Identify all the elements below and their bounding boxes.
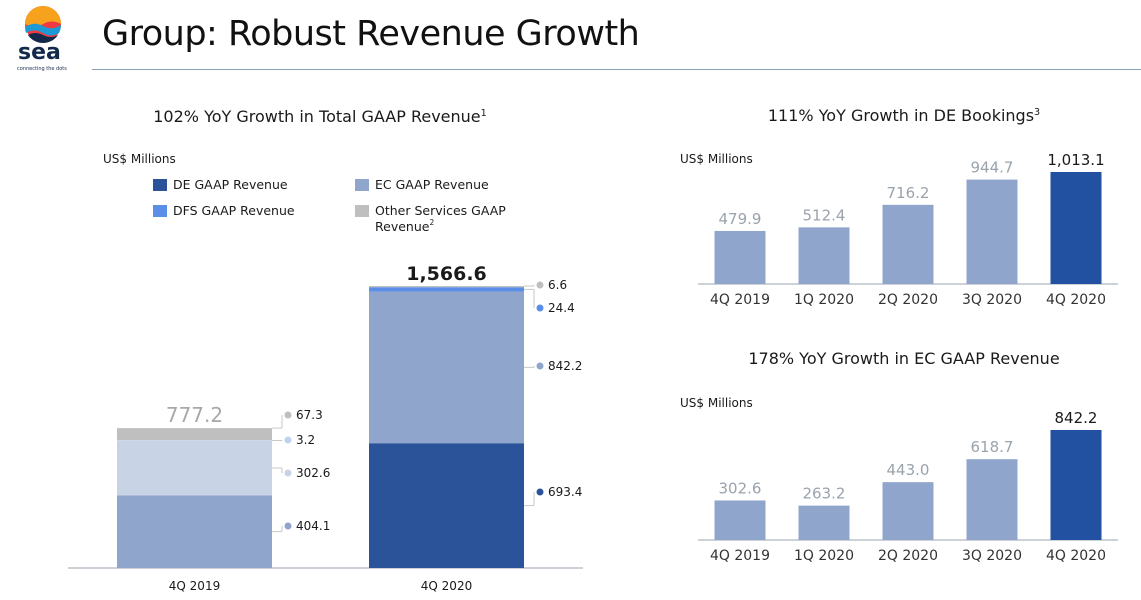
de-bookings-bar: [966, 179, 1018, 284]
ec-revenue-data-label: 618.7: [971, 438, 1014, 456]
de-bookings-unit-label: US$ Millions: [680, 152, 753, 166]
segment-value-label: 3.2: [296, 433, 315, 447]
logo-tagline: connecting the dots: [17, 66, 67, 72]
ec-revenue-bar: [966, 459, 1018, 540]
logo-wordmark: sea: [18, 40, 61, 65]
ec-revenue-bar: [714, 500, 766, 540]
ec-revenue-category-label: 4Q 2019: [710, 548, 770, 564]
ec-revenue-unit-label: US$ Millions: [680, 396, 753, 410]
legend-swatch: [355, 205, 369, 217]
stack-segment: [369, 443, 524, 568]
callout-dot: [284, 522, 292, 530]
stack-category-label: 4Q 2020: [421, 579, 472, 593]
de-bookings-category-label: 3Q 2020: [962, 292, 1022, 308]
stacked-chart-title: 102% YoY Growth in Total GAAP Revenue1: [153, 107, 487, 126]
stack-segment: [117, 428, 272, 441]
legend-swatch: [153, 205, 167, 217]
ec-revenue-bar: [1050, 430, 1102, 540]
de-bookings-category-label: 4Q 2020: [1046, 292, 1106, 308]
stack-segment: [369, 291, 524, 444]
legend-label: DFS GAAP Revenue: [173, 203, 295, 218]
page-title: Group: Robust Revenue Growth: [102, 14, 640, 54]
segment-value-label: 404.1: [296, 519, 330, 533]
stacked-unit-label: US$ Millions: [103, 152, 176, 166]
ec-revenue-category-label: 3Q 2020: [962, 548, 1022, 564]
ec-revenue-bar: [798, 505, 850, 540]
callout-dot: [536, 281, 544, 289]
callout-dot: [284, 436, 292, 444]
segment-value-label: 693.4: [548, 485, 582, 499]
stack-total-label: 1,566.6: [406, 263, 487, 285]
segment-value-label: 24.4: [548, 301, 575, 315]
legend-swatch: [153, 179, 167, 191]
de-bookings-category-label: 1Q 2020: [794, 292, 854, 308]
ec-revenue-data-label: 842.2: [1055, 409, 1098, 427]
callout-dot: [284, 469, 292, 477]
callout-dot: [284, 411, 292, 419]
ec-revenue-data-label: 263.2: [803, 485, 846, 503]
de-bookings-title: 111% YoY Growth in DE Bookings3: [768, 106, 1040, 125]
legend-label: Other Services GAAP: [375, 203, 506, 218]
legend-label: DE GAAP Revenue: [173, 177, 288, 192]
ec-revenue-bar: [882, 482, 934, 540]
de-bookings-bar: [882, 204, 934, 284]
stack-category-label: 4Q 2019: [169, 579, 220, 593]
ec-revenue-category-label: 1Q 2020: [794, 548, 854, 564]
stack-segment: [117, 440, 272, 441]
de-bookings-category-label: 2Q 2020: [878, 292, 938, 308]
callout-dot: [536, 488, 544, 496]
segment-value-label: 842.2: [548, 359, 582, 373]
ec-revenue-data-label: 302.6: [719, 479, 762, 497]
segment-value-label: 6.6: [548, 278, 567, 292]
ec-revenue-category-label: 2Q 2020: [878, 548, 938, 564]
stack-segment: [369, 287, 524, 292]
de-bookings-data-label: 944.7: [971, 159, 1014, 177]
de-bookings-data-label: 1,013.1: [1047, 151, 1104, 169]
de-bookings-data-label: 716.2: [887, 184, 930, 202]
de-bookings-category-label: 4Q 2019: [710, 292, 770, 308]
stack-segment: [369, 286, 524, 288]
callout-dot: [536, 304, 544, 312]
de-bookings-bar: [1050, 172, 1102, 284]
ec-revenue-title: 178% YoY Growth in EC GAAP Revenue: [748, 349, 1059, 368]
segment-value-label: 67.3: [296, 408, 323, 422]
de-bookings-bar: [714, 230, 766, 284]
ec-revenue-category-label: 4Q 2020: [1046, 548, 1106, 564]
stack-segment: [117, 440, 272, 496]
de-bookings-bar: [798, 227, 850, 284]
stack-total-label: 777.2: [166, 403, 223, 427]
ec-revenue-data-label: 443.0: [887, 461, 930, 479]
segment-value-label: 302.6: [296, 466, 330, 480]
title-divider: [92, 69, 1141, 70]
legend-label: EC GAAP Revenue: [375, 177, 489, 192]
de-bookings-data-label: 479.9: [719, 210, 762, 228]
legend-swatch: [355, 179, 369, 191]
stack-segment: [117, 495, 272, 568]
legend-label: Revenue2: [375, 218, 434, 234]
de-bookings-data-label: 512.4: [803, 206, 846, 224]
callout-dot: [536, 362, 544, 370]
